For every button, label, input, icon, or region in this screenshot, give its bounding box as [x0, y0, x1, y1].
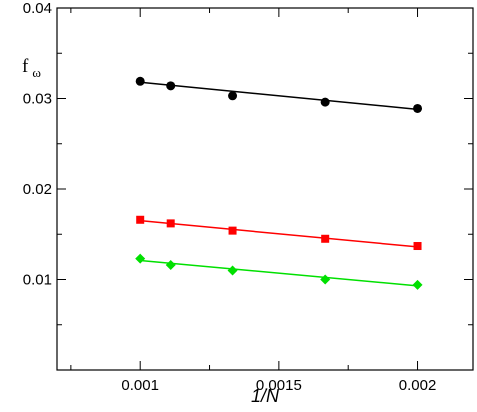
- series-1-point: [228, 91, 238, 101]
- axis-ticks: [57, 7, 473, 370]
- y-axis-label-subscript: ω: [32, 65, 41, 80]
- series-2-point: [321, 234, 330, 243]
- x-tick-label: 0.002: [399, 377, 437, 394]
- y-tick-label: 0.04: [23, 0, 52, 17]
- x-tick-label: 0.001: [121, 377, 159, 394]
- series-3: [135, 253, 423, 290]
- series-1-fit-line: [140, 81, 418, 111]
- series-2-point: [166, 219, 175, 228]
- tick-labels: 0.001 0.0015 0.002 0.01 0.02 0.03 0.04: [23, 0, 437, 394]
- plot-content: [135, 76, 423, 290]
- series-3-point: [165, 260, 176, 271]
- series-1-point: [320, 97, 330, 107]
- series-2: [136, 215, 422, 251]
- series-1: [135, 76, 423, 113]
- series-3-point: [227, 265, 238, 276]
- series-1-point: [166, 81, 176, 91]
- series-1-point: [413, 103, 423, 113]
- y-tick-label: 0.01: [23, 272, 52, 289]
- series-3-fit-line: [140, 259, 418, 287]
- series-3-point: [320, 274, 331, 285]
- series-2-point: [228, 226, 237, 235]
- y-tick-label: 0.03: [23, 91, 52, 108]
- series-2-point: [136, 215, 145, 224]
- y-axis-label: f ω: [22, 56, 41, 80]
- series-2-point: [413, 242, 422, 251]
- series-1-point: [135, 76, 145, 86]
- series-2-fit-line: [140, 219, 418, 248]
- x-tick-label: 0.0015: [256, 377, 302, 394]
- x-axis-label: 1/N: [251, 386, 280, 406]
- series-3-point: [412, 279, 423, 290]
- series-3-point: [135, 253, 146, 264]
- y-axis-label-main: f: [22, 56, 29, 77]
- plot-frame: [56, 7, 474, 371]
- y-tick-label: 0.02: [23, 181, 52, 198]
